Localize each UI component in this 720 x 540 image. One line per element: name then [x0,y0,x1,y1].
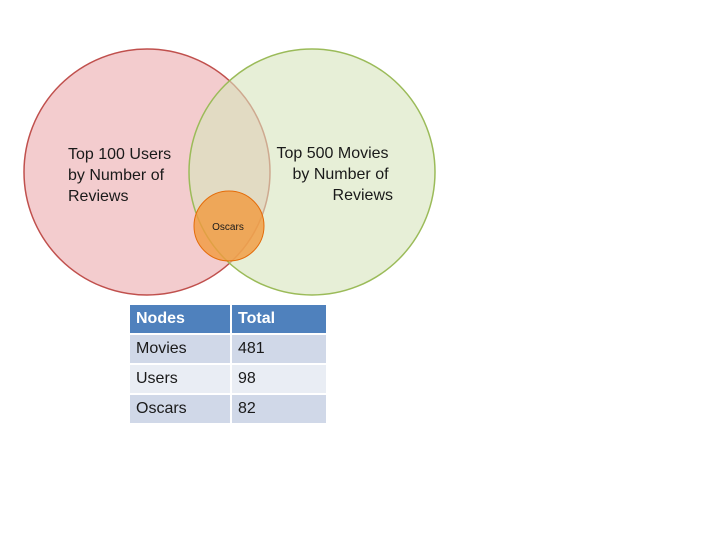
header-total: Total [232,305,326,335]
table-header-row: Nodes Total [130,305,326,335]
oscars-set-circle [193,190,265,262]
movies-label-line: Top 500 Movies [276,145,388,162]
cell-total: 98 [232,365,326,395]
venn-diagram: Top 100 Users by Number of Reviews Top 5… [23,48,436,296]
users-set-label: Top 100 Users by Number of Reviews [68,146,176,205]
movies-label-line: by Number of [293,166,390,183]
cell-total: 481 [232,335,326,365]
movies-label-line: Reviews [333,187,393,204]
movies-set-label: Top 500 Movies by Number of Reviews [276,145,393,204]
oscars-set-label: Oscars [212,222,244,233]
cell-node: Users [130,365,232,395]
cell-node: Movies [130,335,232,365]
table-row: Users 98 [130,365,326,395]
table-row: Oscars 82 [130,395,326,423]
users-label-line: Reviews [68,188,128,205]
header-nodes: Nodes [130,305,232,335]
nodes-table: Nodes Total Movies 481 Users 98 Oscars 8… [130,305,326,423]
cell-node: Oscars [130,395,232,423]
users-label-line: Top 100 Users [68,146,171,163]
users-label-line: by Number of [68,167,165,184]
cell-total: 82 [232,395,326,423]
table-row: Movies 481 [130,335,326,365]
